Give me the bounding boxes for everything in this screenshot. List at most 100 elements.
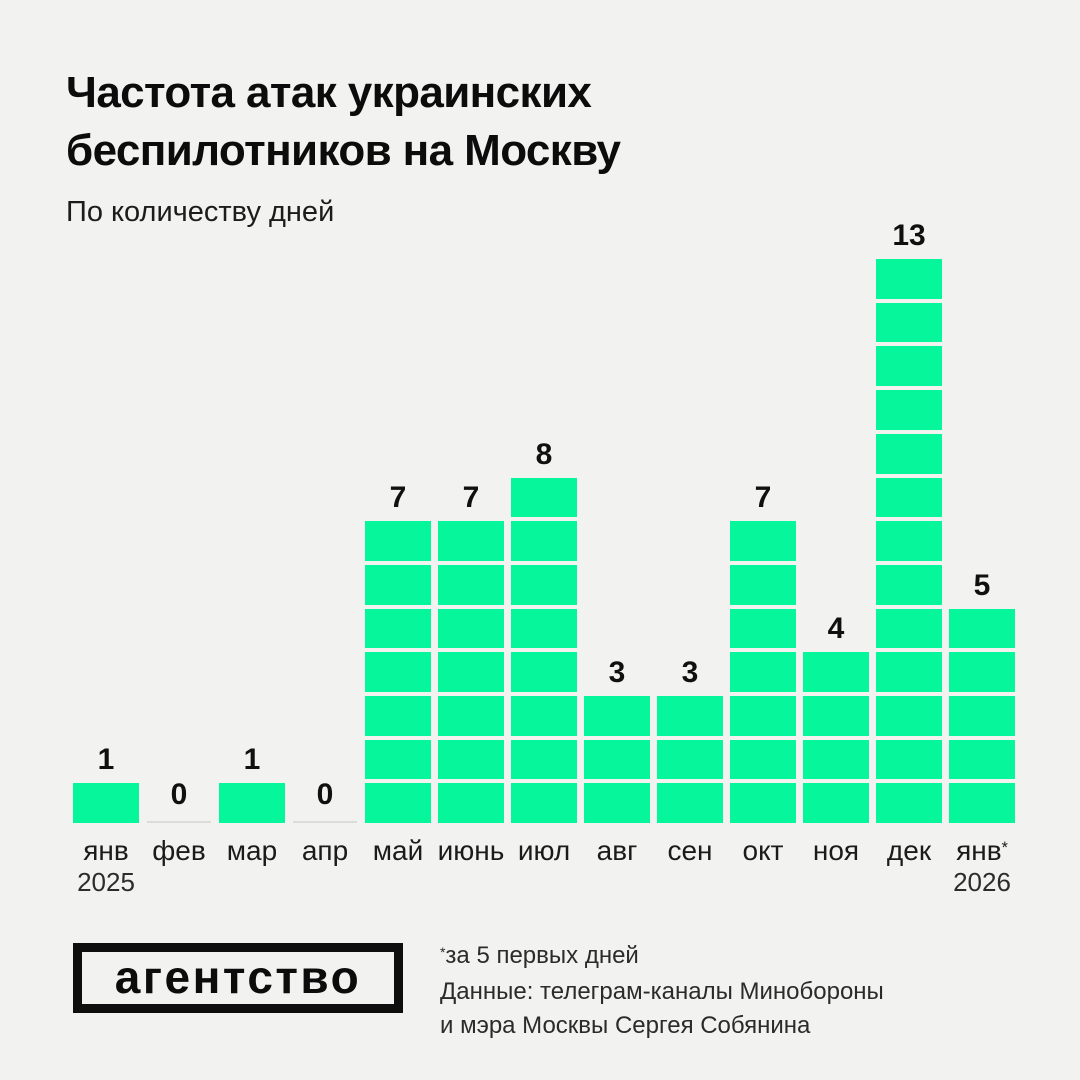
bar-segment <box>511 652 577 692</box>
bar-value-label: 13 <box>892 219 926 253</box>
bar-segment <box>876 259 942 299</box>
bar-segment <box>876 608 942 649</box>
bar-segment <box>876 346 942 387</box>
bar-segment <box>949 783 1015 823</box>
asterisk-superscript: * <box>440 943 446 960</box>
bar-segment <box>511 783 577 823</box>
month-label: авг <box>596 835 638 866</box>
bar-segments <box>511 477 577 823</box>
bar-segment <box>438 695 504 736</box>
bar-value-label: 5 <box>973 568 991 602</box>
bar-column: 0 <box>292 780 358 823</box>
bar-segment <box>876 302 942 343</box>
bar-column: 7 <box>438 483 504 823</box>
bar-column: 0 <box>146 780 212 823</box>
bar-segment <box>73 783 139 823</box>
bar-segment <box>365 564 431 605</box>
bar-segments <box>584 695 650 823</box>
bar-segment <box>365 608 431 649</box>
bar-segment <box>365 652 431 692</box>
page-title-line1: Частота атак украинских <box>66 68 592 117</box>
bar-segment <box>876 390 942 430</box>
bar-column: 3 <box>657 655 723 823</box>
bar-segment <box>876 739 942 780</box>
bar-segment <box>584 739 650 780</box>
bar-column: 13 <box>876 221 942 823</box>
bar-value-label: 3 <box>681 655 699 689</box>
month-label: июл <box>517 835 571 866</box>
bar-segment <box>949 739 1015 780</box>
bar-segment <box>584 783 650 823</box>
zero-baseline <box>147 821 211 823</box>
bar-segment <box>511 608 577 649</box>
bar-segments <box>949 608 1015 823</box>
bar-segments <box>73 783 139 823</box>
bar-segment <box>219 783 285 823</box>
bar-segment <box>511 477 577 518</box>
bar-segment <box>584 695 650 736</box>
month-label: янв* <box>956 835 1008 866</box>
month-label: янв <box>83 835 129 866</box>
bar-value-label: 7 <box>389 481 407 515</box>
bar-segment <box>730 564 796 605</box>
bar-segment <box>657 783 723 823</box>
bar-segments <box>730 521 796 823</box>
bar-column: 1 <box>73 745 139 823</box>
bar-segment <box>438 521 504 561</box>
bar-segment <box>803 652 869 692</box>
bar-segment <box>730 783 796 823</box>
bar-segment <box>876 477 942 518</box>
bar-segment <box>730 521 796 561</box>
bar-value-label: 1 <box>243 743 261 777</box>
month-label: сен <box>667 835 713 866</box>
bar-value-label: 1 <box>97 743 115 777</box>
month-label: фев <box>152 835 206 866</box>
bar-value-label: 4 <box>827 612 845 646</box>
bar-value-label: 0 <box>316 778 334 811</box>
month-label: июнь <box>437 835 505 866</box>
bar-segment <box>438 783 504 823</box>
bar-segment <box>876 695 942 736</box>
bar-segment <box>511 739 577 780</box>
bar-column: 8 <box>511 439 577 823</box>
bar-segment <box>511 564 577 605</box>
bar-value-label: 3 <box>608 655 626 689</box>
bar-column: 1 <box>219 745 285 823</box>
bar-segment <box>876 433 942 474</box>
bar-value-label: 0 <box>170 778 188 811</box>
bar-segment <box>438 652 504 692</box>
bar-column: 4 <box>803 614 869 823</box>
bar-segment <box>511 695 577 736</box>
bar-segment <box>657 739 723 780</box>
source-footnote: *за 5 первых дней Данные: телеграм-каналы… <box>440 939 884 1043</box>
bar-segment <box>803 739 869 780</box>
bar-segments <box>803 652 869 823</box>
bar-segments <box>365 521 431 823</box>
footnote-line: *за 5 первых дней <box>440 942 639 969</box>
bar-segment <box>730 695 796 736</box>
bar-segments <box>657 695 723 823</box>
footnote-line: и мэра Москвы Сергея Собянина <box>440 1012 811 1039</box>
page-title: Частота атак украинских беспилотников на… <box>66 64 621 180</box>
bar-segment <box>511 521 577 561</box>
month-label: дек <box>886 835 932 866</box>
bar-segments <box>219 783 285 823</box>
month-label: апр <box>301 835 349 866</box>
bar-segments <box>876 259 942 823</box>
bar-segment <box>876 783 942 823</box>
month-label: окт <box>742 835 784 866</box>
bar-segment <box>949 695 1015 736</box>
bar-segment <box>803 783 869 823</box>
zero-baseline <box>293 821 357 823</box>
bar-segment <box>365 521 431 561</box>
bar-column: 7 <box>730 483 796 823</box>
bar-segment <box>365 783 431 823</box>
bar-segment <box>730 608 796 649</box>
bar-value-label: 7 <box>754 481 772 515</box>
month-label: май <box>372 835 424 866</box>
page-subtitle: По количеству дней <box>66 196 335 228</box>
bar-segment <box>876 521 942 561</box>
bar-segment <box>949 608 1015 649</box>
